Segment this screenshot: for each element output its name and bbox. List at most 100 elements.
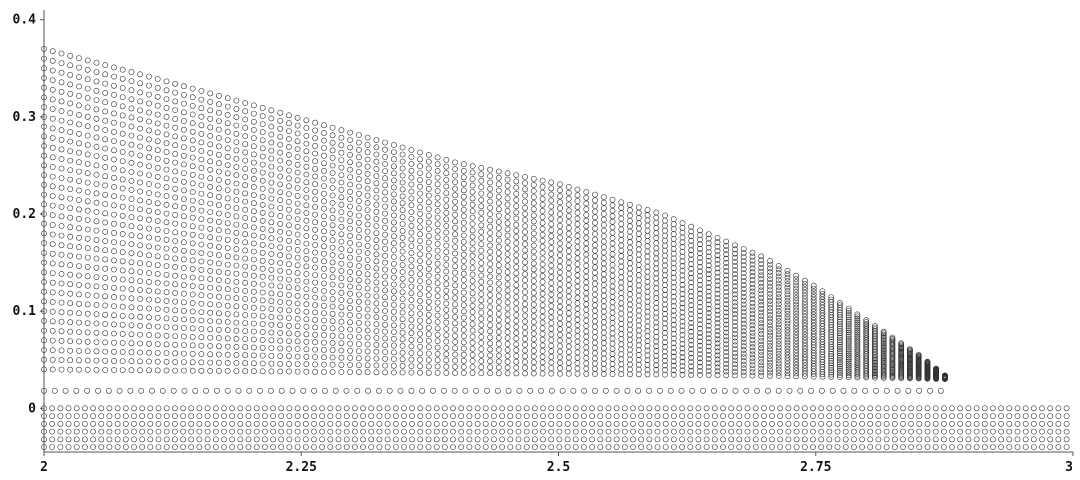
data-point [723,353,730,359]
data-point [399,323,406,329]
data-point [425,179,432,185]
data-point [180,325,187,331]
data-point [382,231,388,238]
data-point [711,420,718,427]
data-point [539,273,546,280]
data-point [875,436,882,443]
data-point [556,420,563,427]
data-point [679,277,686,283]
data-point [785,436,792,443]
data-point [499,413,505,419]
data-point [908,405,914,412]
data-point [837,341,843,348]
data-point [767,294,773,301]
data-point [688,328,695,335]
data-point [443,338,450,345]
data-point [793,282,800,289]
data-point [662,282,668,288]
data-point [303,286,310,292]
data-point [784,317,791,324]
data-point [714,261,721,267]
data-point [221,405,227,412]
data-point [180,126,187,133]
data-point [662,420,669,427]
data-point [285,167,292,174]
data-point [250,159,257,166]
data-point [245,413,252,419]
data-point [146,163,152,170]
data-point [41,308,47,314]
data-point [478,358,485,365]
data-point [207,166,214,173]
data-point [758,272,765,279]
data-point [583,206,590,213]
data-point [487,352,493,359]
data-point [749,329,756,336]
data-point [973,405,980,412]
data-point [434,306,441,312]
data-point [859,444,865,450]
data-point [875,420,882,427]
data-point [837,372,843,378]
data-point [784,323,791,330]
data-point [399,369,406,376]
data-point [810,405,816,412]
data-point [250,320,257,327]
data-point [522,247,528,254]
data-point [769,420,775,427]
data-point [131,436,137,443]
data-point [714,286,721,293]
data-point [119,194,126,201]
data-point [224,310,231,317]
data-point [473,387,480,394]
data-point [417,428,424,435]
data-point [548,203,555,210]
data-point [900,428,906,435]
data-point [172,264,179,270]
data-point [793,304,800,311]
data-point [793,335,800,342]
data-point [600,365,607,372]
data-point [443,313,450,320]
data-point [618,226,625,233]
data-point [785,405,792,412]
data-point [154,218,161,224]
data-point [837,325,843,332]
data-point [627,239,633,246]
data-point [154,138,161,145]
data-point [58,175,65,181]
data-point [732,303,738,310]
data-point [294,262,301,269]
y-tick-label: 0.3 [13,110,36,125]
data-point [93,143,100,150]
data-point [355,369,362,376]
data-point [635,307,642,314]
data-point [600,227,607,234]
data-point [76,112,82,118]
data-point [732,307,738,314]
data-point [338,186,345,193]
data-point [259,241,266,248]
data-point [679,327,686,334]
data-point [189,128,196,135]
data-point [373,258,380,265]
data-point [417,204,423,211]
data-point [338,246,345,252]
data-point [250,240,257,247]
data-point [1047,405,1054,412]
data-point [679,244,686,250]
data-point [478,209,485,216]
data-point [119,130,126,137]
data-point [802,328,808,335]
data-point [355,227,362,233]
data-point [338,142,345,149]
data-point [697,299,703,306]
data-point [303,125,310,131]
data-point [495,316,502,323]
data-point [131,428,137,435]
data-point [180,316,187,323]
data-point [128,168,135,175]
data-point [513,306,520,312]
data-point [171,405,178,412]
data-point [522,235,528,242]
